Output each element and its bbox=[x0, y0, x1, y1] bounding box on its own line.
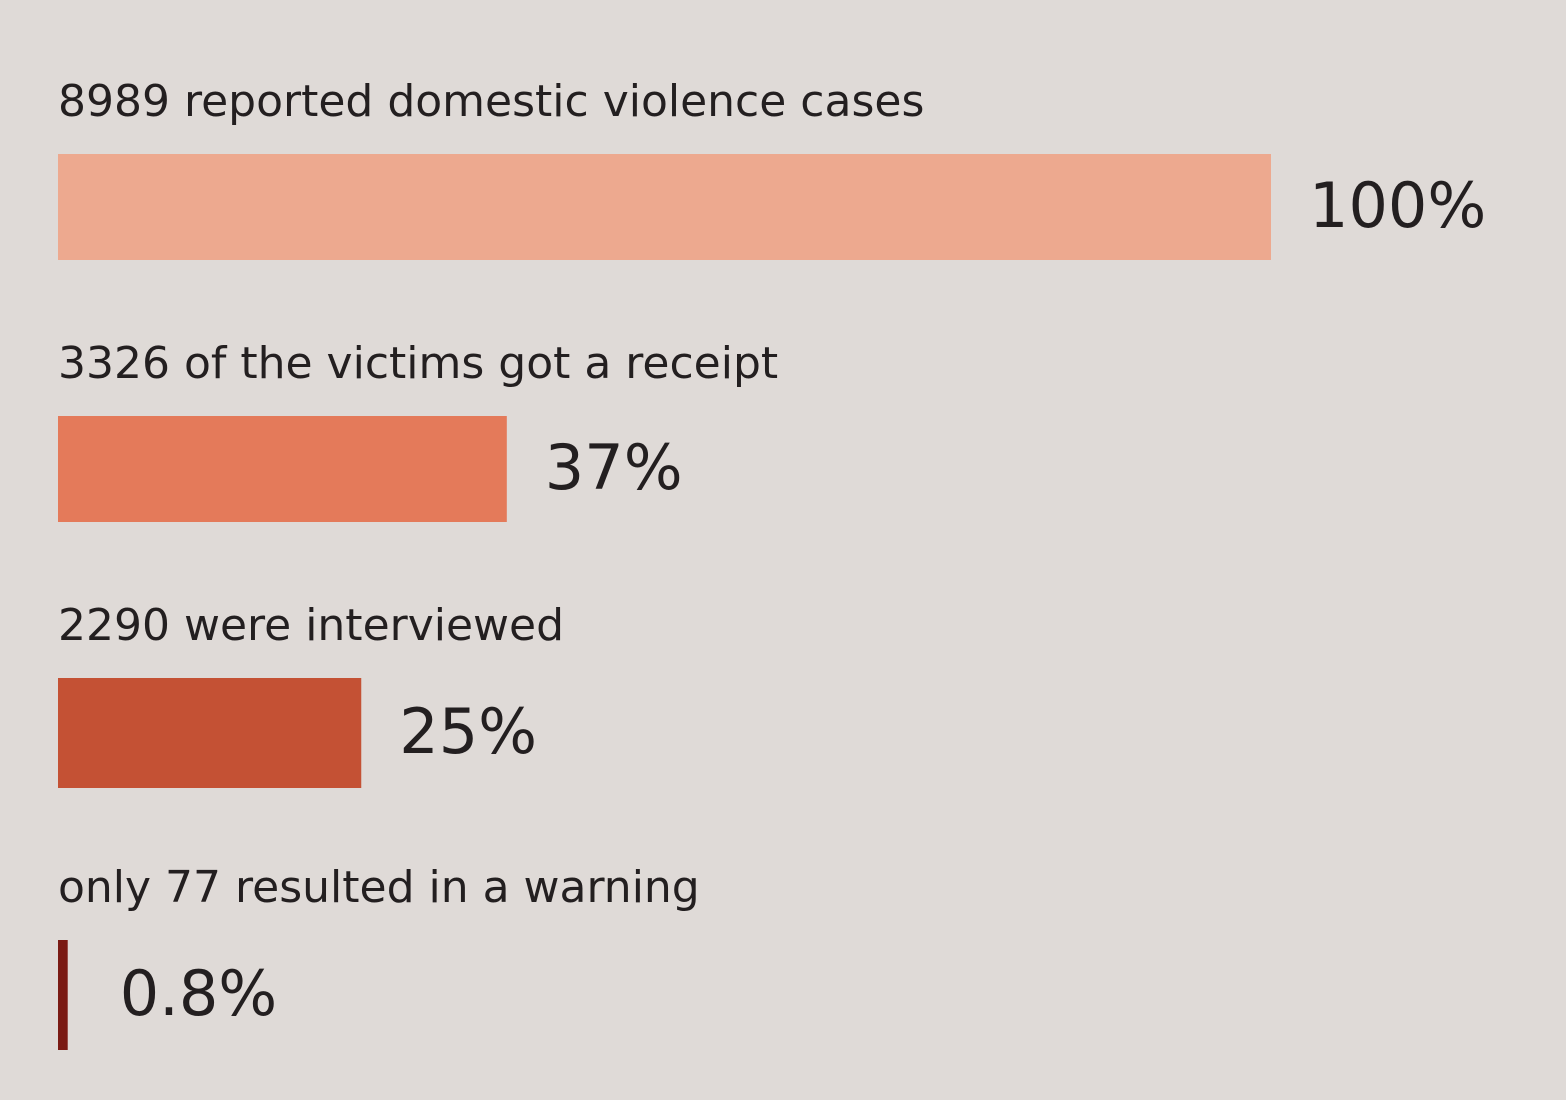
value-label: 25% bbox=[399, 695, 537, 768]
category-label: 3326 of the victims got a receipt bbox=[58, 338, 778, 389]
bar bbox=[58, 416, 507, 522]
category-label: 8989 reported domestic violence cases bbox=[58, 76, 924, 127]
category-label: 2290 were interviewed bbox=[58, 600, 564, 651]
category-label: only 77 resulted in a warning bbox=[58, 862, 700, 913]
value-label: 100% bbox=[1309, 169, 1486, 242]
value-label: 37% bbox=[545, 431, 683, 504]
bar bbox=[58, 678, 362, 788]
bar bbox=[58, 154, 1271, 260]
value-label: 0.8% bbox=[120, 957, 278, 1030]
bar bbox=[58, 940, 68, 1050]
